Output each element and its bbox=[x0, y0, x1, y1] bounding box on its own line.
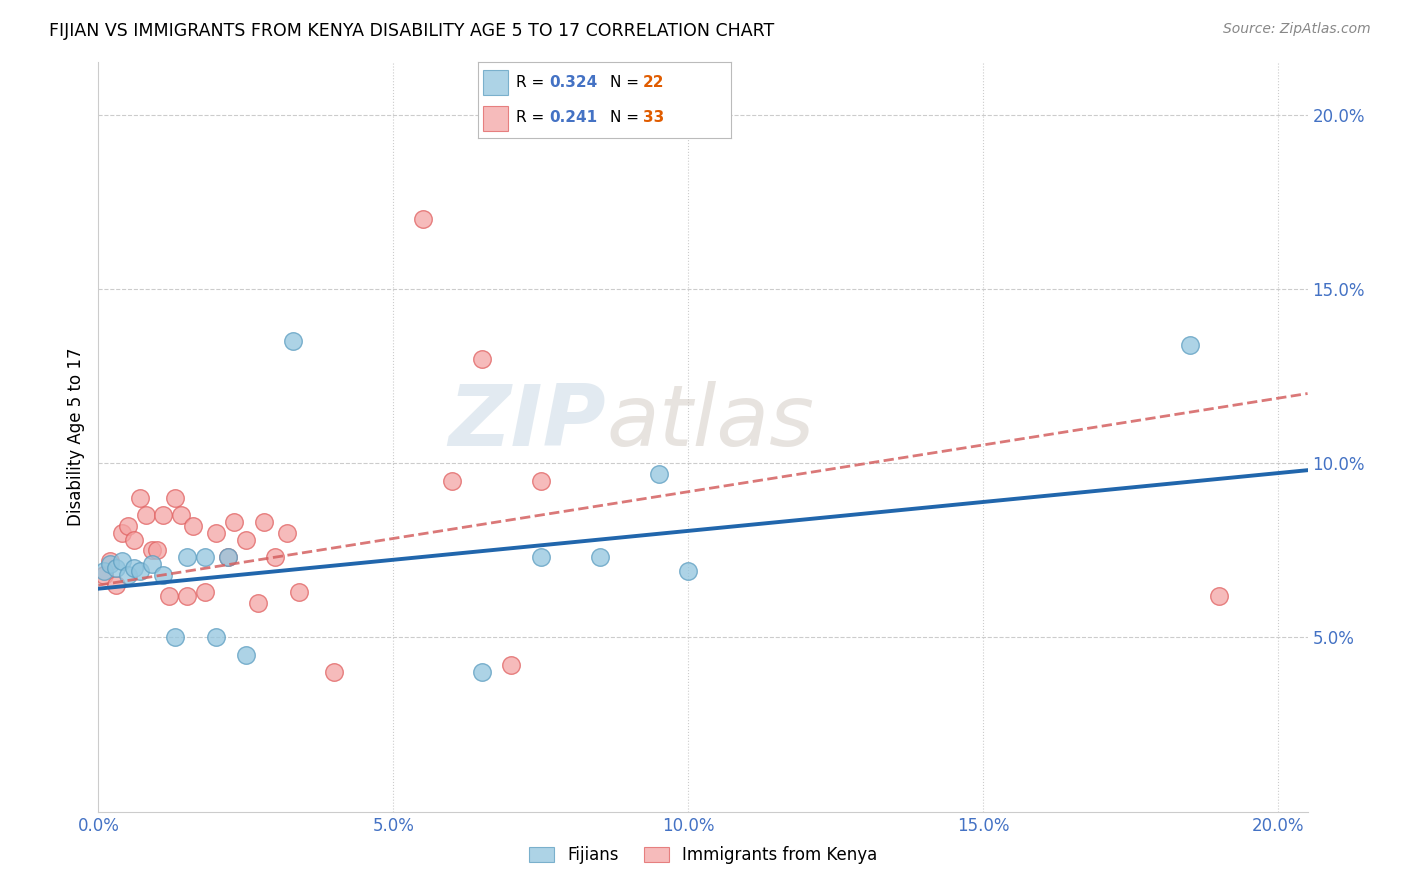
Point bbox=[288, 585, 311, 599]
Point bbox=[165, 631, 187, 645]
Point bbox=[323, 665, 346, 680]
Point bbox=[252, 516, 274, 530]
Point bbox=[128, 491, 150, 505]
Point bbox=[471, 351, 494, 366]
Point bbox=[530, 474, 553, 488]
Point bbox=[1178, 337, 1201, 351]
Point bbox=[111, 554, 134, 568]
Point bbox=[276, 525, 298, 540]
Point bbox=[93, 567, 115, 582]
Point bbox=[530, 550, 553, 565]
Point bbox=[235, 533, 257, 547]
Text: 22: 22 bbox=[643, 76, 664, 90]
Point bbox=[264, 550, 287, 565]
Point bbox=[111, 525, 134, 540]
Text: N =: N = bbox=[610, 111, 644, 125]
Point bbox=[589, 550, 612, 565]
Text: ZIP: ZIP bbox=[449, 381, 606, 464]
Point bbox=[146, 543, 169, 558]
Point bbox=[152, 567, 174, 582]
Point bbox=[135, 508, 157, 523]
Point bbox=[501, 658, 523, 673]
Point bbox=[98, 554, 121, 568]
Text: atlas: atlas bbox=[606, 381, 814, 464]
Point bbox=[648, 467, 671, 481]
Text: 33: 33 bbox=[643, 111, 664, 125]
Bar bbox=[484, 70, 509, 95]
Point bbox=[471, 665, 494, 680]
Point bbox=[122, 561, 145, 575]
Point bbox=[222, 516, 245, 530]
Text: FIJIAN VS IMMIGRANTS FROM KENYA DISABILITY AGE 5 TO 17 CORRELATION CHART: FIJIAN VS IMMIGRANTS FROM KENYA DISABILI… bbox=[49, 22, 775, 40]
Point bbox=[181, 519, 204, 533]
Point bbox=[246, 596, 269, 610]
Point bbox=[105, 561, 128, 575]
Point bbox=[98, 558, 121, 572]
Point bbox=[217, 550, 239, 565]
Text: Source: ZipAtlas.com: Source: ZipAtlas.com bbox=[1223, 22, 1371, 37]
Point bbox=[176, 589, 198, 603]
Point bbox=[93, 564, 115, 578]
Point bbox=[128, 564, 150, 578]
Point bbox=[117, 519, 139, 533]
Bar bbox=[484, 105, 509, 130]
Text: R =: R = bbox=[516, 111, 550, 125]
Point bbox=[194, 585, 217, 599]
Legend: Fijians, Immigrants from Kenya: Fijians, Immigrants from Kenya bbox=[522, 839, 884, 871]
Point bbox=[141, 543, 163, 558]
Point bbox=[105, 578, 128, 592]
Text: 0.241: 0.241 bbox=[548, 111, 598, 125]
Point bbox=[176, 550, 198, 565]
Point bbox=[122, 533, 145, 547]
Point bbox=[205, 525, 228, 540]
Point bbox=[678, 564, 700, 578]
Point bbox=[217, 550, 239, 565]
Point bbox=[165, 491, 187, 505]
Point bbox=[205, 631, 228, 645]
Y-axis label: Disability Age 5 to 17: Disability Age 5 to 17 bbox=[66, 348, 84, 526]
Point bbox=[194, 550, 217, 565]
Point bbox=[281, 334, 304, 349]
Point bbox=[141, 558, 163, 572]
Point bbox=[235, 648, 257, 662]
Text: R =: R = bbox=[516, 76, 550, 90]
Point bbox=[441, 474, 464, 488]
Point bbox=[412, 212, 434, 227]
Point bbox=[117, 567, 139, 582]
Text: 0.324: 0.324 bbox=[548, 76, 598, 90]
Point bbox=[170, 508, 193, 523]
Point bbox=[1208, 589, 1230, 603]
Point bbox=[157, 589, 180, 603]
Point bbox=[152, 508, 174, 523]
Text: N =: N = bbox=[610, 76, 644, 90]
